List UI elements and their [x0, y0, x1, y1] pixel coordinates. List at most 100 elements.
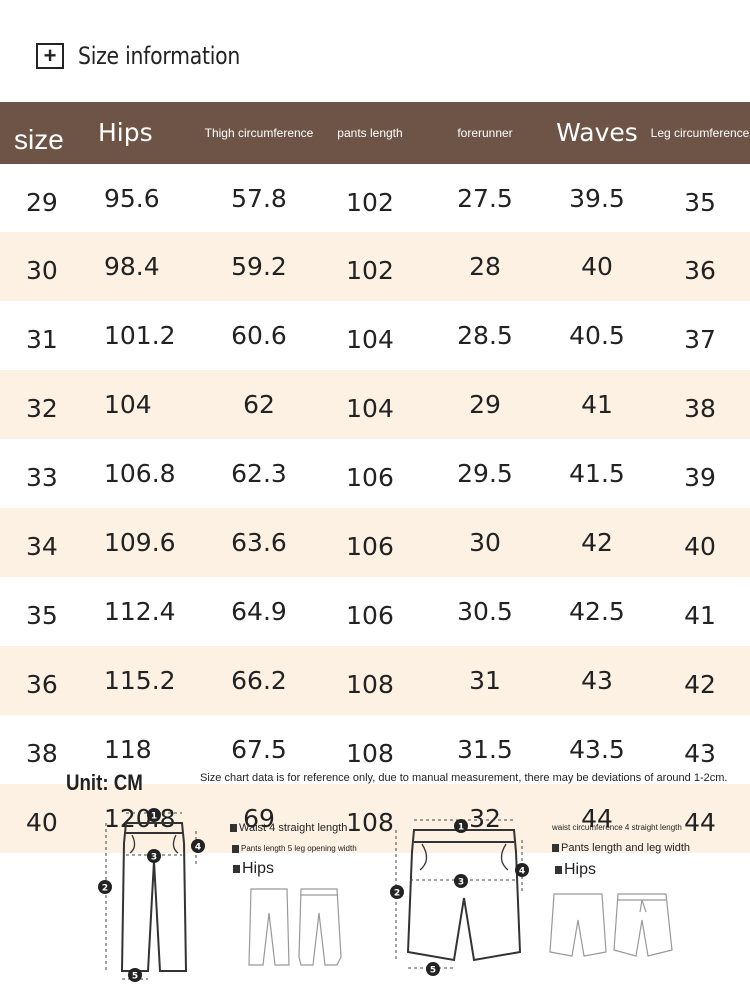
marker-1 — [147, 808, 161, 822]
bullet-icon — [230, 824, 237, 833]
table-cell: 27.5 — [457, 183, 513, 213]
table-cell: 106 — [314, 508, 426, 577]
table-cell: 102 — [314, 232, 426, 301]
right-desc-3: Hips — [555, 861, 596, 879]
table-cell: 44 — [544, 784, 650, 853]
marker-5 — [128, 968, 142, 982]
table-cell: 69 — [204, 784, 314, 853]
table-cell: 40.5 — [569, 321, 625, 350]
right-desc-1: waist circumference 4 straight length — [552, 823, 682, 832]
bullet-icon — [232, 844, 239, 853]
shorts-icon — [406, 829, 522, 962]
table-cell: 38 — [26, 739, 58, 768]
marker-2 — [390, 885, 404, 899]
plus-icon: + — [36, 43, 64, 69]
table-cell: 34 — [0, 508, 94, 577]
table-cell: 41 — [544, 370, 650, 439]
table-cell: 41.5 — [569, 459, 625, 488]
table-cell: 63.6 — [204, 508, 314, 577]
table-row: 33 106.8 62.3 106 29.5 41.5 39 — [0, 439, 750, 508]
table-header-row: size Hips Thigh circumference pants leng… — [0, 102, 750, 164]
table-row: 29 95.6 57.8 102 27.5 39.5 35 — [0, 164, 750, 232]
marker-5-label: 5 — [132, 972, 138, 982]
table-row: 32 104 62 104 29 41 38 — [0, 370, 750, 439]
table-cell: 118 — [104, 735, 152, 764]
shorts-thumbnails — [549, 893, 673, 957]
table-cell: 29.5 — [457, 459, 513, 488]
table-cell: 29 — [26, 187, 58, 217]
table-cell: 35 — [684, 187, 716, 217]
table-cell: 31 — [426, 646, 544, 715]
table-cell: 109.6 — [94, 508, 204, 577]
bullet-icon — [233, 864, 240, 873]
table-cell: 30.5 — [457, 597, 513, 626]
marker-1-label: 1 — [458, 823, 464, 833]
marker-1 — [454, 819, 468, 833]
table-cell: 104 — [94, 370, 204, 439]
marker-3-label: 3 — [151, 853, 157, 863]
table-cell: 41 — [684, 601, 716, 630]
table-cell: 98.4 — [94, 232, 204, 301]
table-cell: 95.6 — [104, 183, 160, 213]
table-cell: 106 — [346, 463, 394, 492]
table-cell: 42 — [544, 508, 650, 577]
table-row: 38 118 67.5 108 31.5 43.5 43 — [0, 715, 750, 784]
shorts-diagram: 1 2 3 4 5 — [390, 819, 529, 976]
marker-2-label: 2 — [394, 889, 400, 899]
marker-2 — [98, 880, 112, 894]
marker-4-label: 4 — [195, 843, 201, 853]
unit-label: Unit: CM — [66, 770, 143, 795]
size-table: size Hips Thigh circumference pants leng… — [0, 102, 750, 853]
table-cell: 36 — [650, 232, 750, 301]
table-cell: 101.2 — [104, 321, 176, 350]
table-cell: 106 — [346, 601, 394, 630]
table-cell: 33 — [26, 463, 58, 492]
table-cell: 115.2 — [94, 646, 204, 715]
table-cell: 35 — [26, 601, 58, 630]
marker-2-label: 2 — [102, 884, 108, 894]
table-cell: 108 — [346, 739, 394, 768]
marker-5-label: 5 — [430, 966, 436, 976]
table-cell: 102 — [346, 187, 394, 217]
table-cell: 104 — [346, 325, 394, 354]
table-cell: 42.5 — [569, 597, 625, 626]
header-pants-length: pants length — [314, 102, 426, 164]
table-cell: 59.2 — [204, 232, 314, 301]
table-cell: 44 — [650, 784, 750, 853]
section-title-text: Size information — [78, 42, 241, 70]
marker-4 — [191, 839, 205, 853]
reference-note: Size chart data is for reference only, d… — [200, 772, 728, 784]
marker-4 — [515, 863, 529, 877]
table-cell: 28.5 — [457, 321, 513, 350]
table-row: 35 112.4 64.9 106 30.5 42.5 41 — [0, 577, 750, 646]
header-forerunner: forerunner — [426, 102, 544, 164]
table-cell: 62.3 — [231, 459, 287, 488]
marker-3 — [454, 874, 468, 888]
marker-3 — [147, 849, 161, 863]
section-title: + Size information — [36, 42, 269, 70]
header-size: size — [0, 102, 94, 164]
table-cell: 39 — [684, 463, 716, 492]
header-waves: Waves — [544, 102, 650, 164]
left-desc-1: Waist 4 straight length — [230, 822, 347, 834]
left-desc-3: Hips — [233, 860, 274, 878]
header-thigh: Thigh circumference — [204, 102, 314, 164]
table-cell: 37 — [684, 325, 716, 354]
table-cell: 66.2 — [204, 646, 314, 715]
bullet-icon — [552, 844, 559, 853]
table-cell: 60.6 — [231, 321, 287, 350]
long-pants-thumbnails — [248, 888, 342, 966]
table-cell: 108 — [314, 646, 426, 715]
table-cell: 40 — [544, 232, 650, 301]
table-cell: 104 — [314, 370, 426, 439]
table-cell: 106.8 — [104, 459, 176, 488]
table-cell: 38 — [650, 370, 750, 439]
header-hips: Hips — [94, 102, 204, 164]
bullet-icon — [555, 865, 562, 874]
right-desc-2: Pants length and leg width — [552, 842, 690, 854]
table-row: 31 101.2 60.6 104 28.5 40.5 37 — [0, 301, 750, 370]
table-row: 34 109.6 63.6 106 30 42 40 — [0, 508, 750, 577]
marker-3-label: 3 — [458, 878, 464, 888]
table-cell: 32 — [0, 370, 94, 439]
table-cell: 62 — [204, 370, 314, 439]
